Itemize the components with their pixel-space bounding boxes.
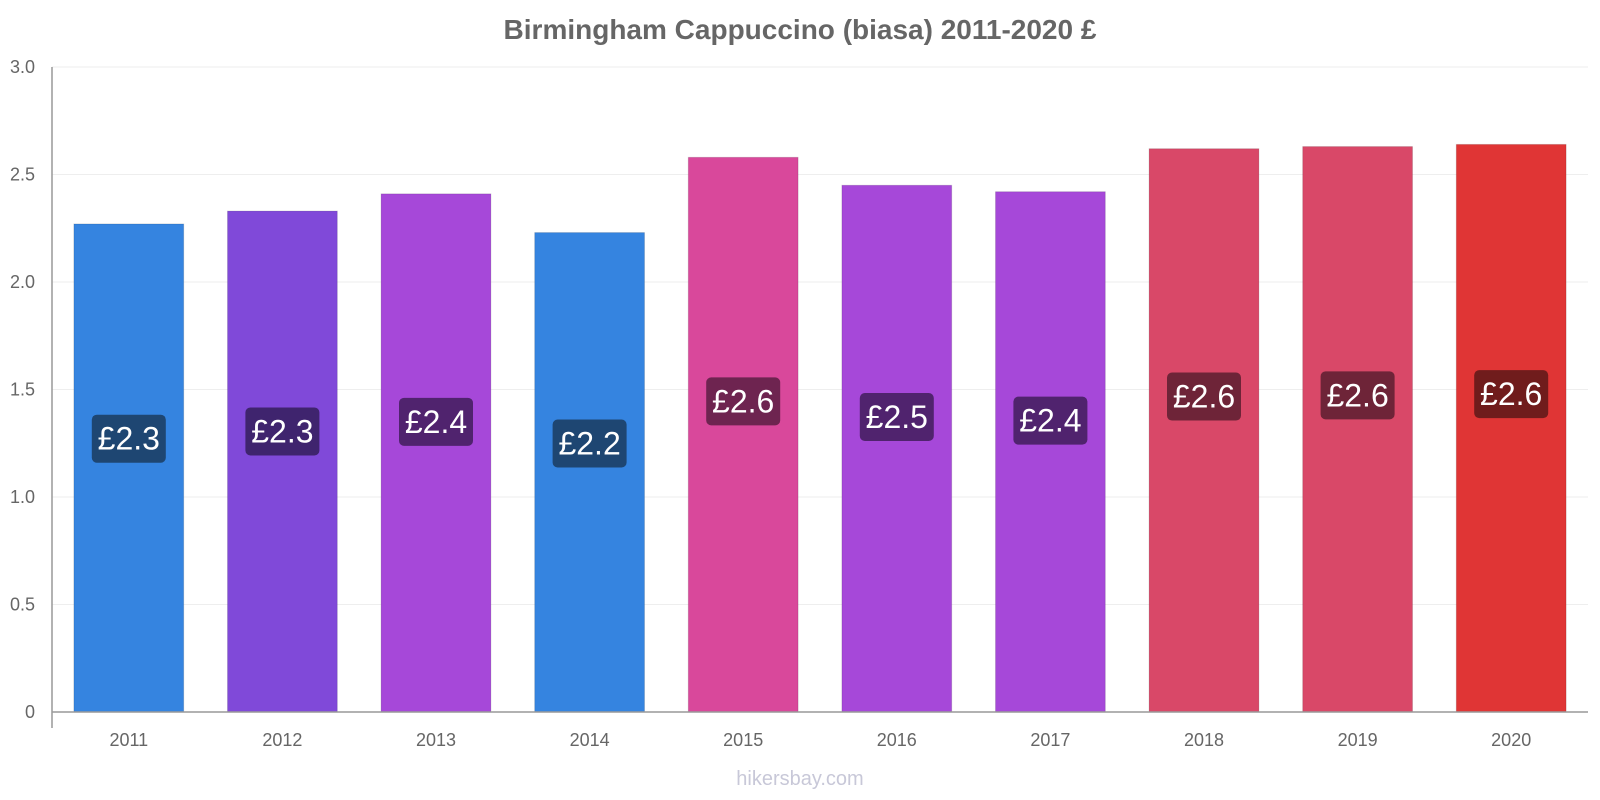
data-label-badge <box>1013 396 1088 445</box>
data-label: £2.6 <box>1480 376 1542 412</box>
watermark: hikersbay.com <box>736 768 864 790</box>
y-tick-label: 2.5 <box>10 165 35 185</box>
data-label: £2.6 <box>712 383 774 419</box>
data-label: £2.2 <box>558 426 620 462</box>
bar-2012 <box>226 210 338 713</box>
x-tick-label: 2020 <box>1491 730 1531 750</box>
bar-2018 <box>1148 148 1260 713</box>
data-label: £2.6 <box>1173 379 1235 415</box>
y-tick-label: 2.0 <box>10 272 35 292</box>
chart-title: Birmingham Cappuccino (biasa) 2011-2020 … <box>503 14 1097 45</box>
bar-2019 <box>1302 146 1414 713</box>
x-tick-label: 2012 <box>262 730 302 750</box>
y-tick-label: 1.0 <box>10 487 35 507</box>
x-tick-label: 2011 <box>109 730 148 750</box>
data-label: £2.3 <box>98 421 160 457</box>
data-label: £2.4 <box>405 404 467 440</box>
axes: 0 0.5 1.0 1.5 2.0 2.5 3.0 2011 2012 2013 2014 2015 2… <box>10 57 1588 750</box>
y-tick-label: 0 <box>25 702 35 722</box>
data-label: £2.5 <box>866 399 928 435</box>
x-tick-label: 2019 <box>1338 730 1378 750</box>
y-tick-label: 0.5 <box>10 595 35 615</box>
data-label-badge <box>1167 372 1241 421</box>
y-tick-label: 1.5 <box>10 380 35 400</box>
x-tick-label: 2018 <box>1184 730 1224 750</box>
data-label: £2.6 <box>1326 377 1388 413</box>
bars <box>73 143 1567 713</box>
bar-2020 <box>1455 143 1567 713</box>
x-tick-label: 2016 <box>877 730 917 750</box>
x-tick-label: 2015 <box>723 730 763 750</box>
data-label-badge <box>552 419 627 468</box>
bar-2014 <box>534 232 646 713</box>
bar-2015 <box>687 156 799 713</box>
x-tick-label: 2013 <box>416 730 456 750</box>
data-label-badge <box>1474 370 1549 419</box>
x-tick-label: 2014 <box>570 730 610 750</box>
bar-2013 <box>380 193 492 713</box>
data-label: £2.3 <box>251 413 313 449</box>
y-tick-label: 3.0 <box>10 57 35 77</box>
bar-2011 <box>73 223 185 713</box>
data-label-badge <box>706 377 781 426</box>
bar-2017 <box>994 191 1106 713</box>
data-label-badge <box>245 407 320 456</box>
data-label: £2.4 <box>1019 403 1081 439</box>
data-label-badge <box>1320 371 1395 420</box>
bar-2016 <box>841 184 953 713</box>
x-tick-label: 2017 <box>1030 730 1070 750</box>
data-labels: £2.3 £2.3 £2.4 £2.2 £2.6 £2.5 £2.4 £2.6 £2.6 £2.6 <box>91 370 1549 468</box>
data-label-badge <box>399 397 473 446</box>
data-label-badge <box>91 414 166 463</box>
data-label-badge <box>859 393 934 442</box>
